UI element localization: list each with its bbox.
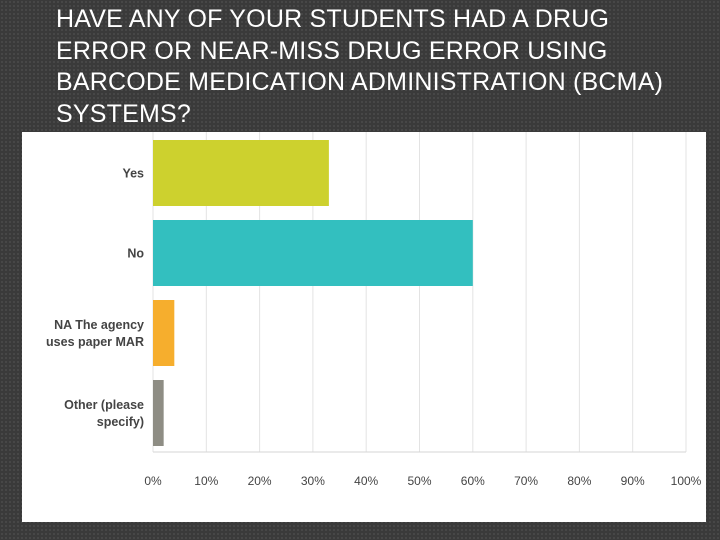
bar-0 (153, 140, 329, 206)
category-label: uses paper MAR (46, 335, 144, 349)
x-tick-label: 40% (354, 474, 378, 488)
x-tick-label: 30% (301, 474, 325, 488)
category-label: Yes (122, 167, 144, 181)
x-tick-label: 10% (194, 474, 218, 488)
x-tick-label: 20% (248, 474, 272, 488)
bar-1 (153, 220, 473, 286)
x-tick-label: 70% (514, 474, 538, 488)
bar-chart: 0% 10% 20% 30% 40% 50% 60% 70% 80% 90% 100% Yes No NA… (46, 132, 702, 488)
x-tick-label: 90% (621, 474, 645, 488)
x-tick-label: 100% (671, 474, 702, 488)
slide-title: HAVE ANY OF YOUR STUDENTS HAD A DRUG ERR… (56, 5, 664, 128)
x-tick-label: 80% (567, 474, 591, 488)
bar-3 (153, 380, 164, 446)
x-tick-label: 50% (407, 474, 431, 488)
category-label: No (127, 247, 144, 261)
bar-2 (153, 300, 175, 366)
x-tick-label: 60% (461, 474, 485, 488)
chart-panel: 0% 10% 20% 30% 40% 50% 60% 70% 80% 90% 100% Yes No NA… (22, 132, 706, 522)
category-label: NA The agency (54, 318, 144, 332)
x-tick-label: 0% (144, 474, 162, 488)
category-label: specify) (97, 415, 144, 429)
category-label: Other (please (64, 398, 144, 412)
